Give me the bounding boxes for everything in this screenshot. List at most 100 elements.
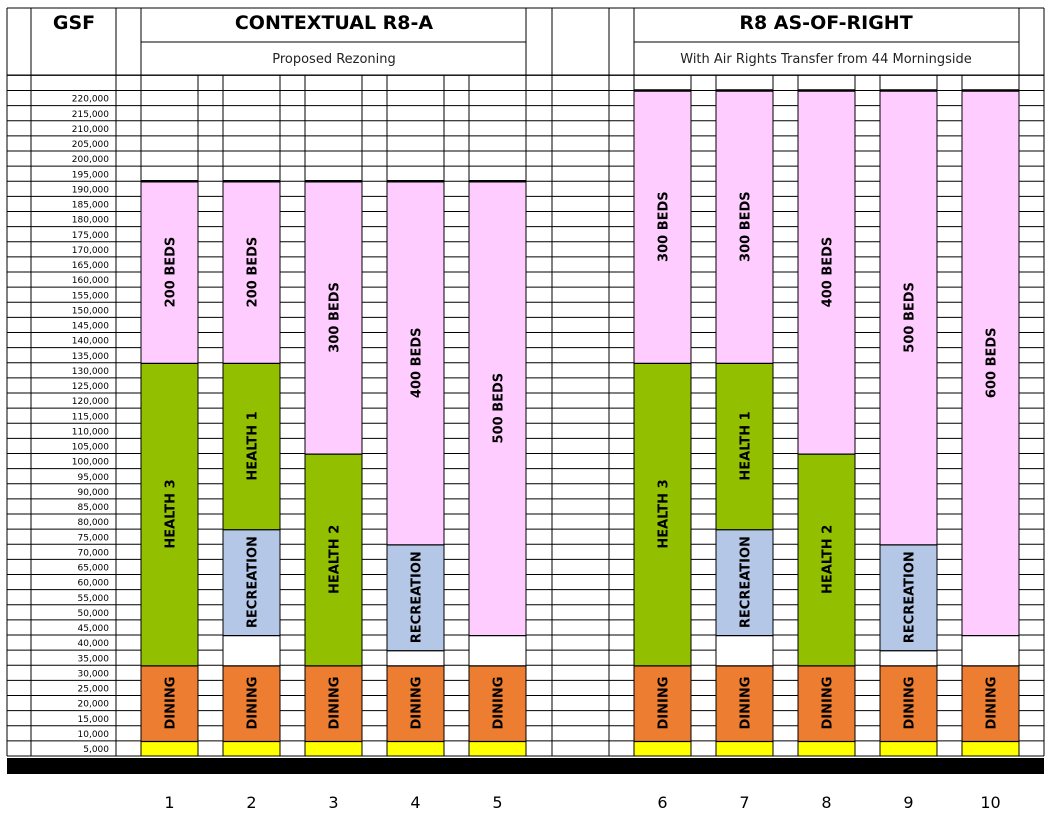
bar-segment-recreation	[387, 544, 444, 651]
y-tick-label: 25,000	[78, 685, 110, 695]
bar-segment-empty	[469, 635, 526, 666]
segment-label: 500 BEDS	[903, 282, 918, 353]
y-tick-label: 5,000	[83, 745, 109, 755]
bar-segment-empty	[223, 635, 280, 666]
column-number: 6	[657, 793, 667, 812]
bar-segment-dining	[634, 665, 691, 741]
bar-segment-empty	[387, 650, 444, 666]
y-tick-label: 135,000	[72, 352, 109, 362]
segment-label: RECREATION	[410, 551, 425, 643]
segment-label: DINING	[739, 677, 754, 730]
y-tick-label: 15,000	[78, 715, 110, 725]
bar-outline	[797, 90, 856, 757]
y-tick-label: 220,000	[72, 95, 109, 105]
bar-segment-base	[305, 740, 362, 756]
segment-label: 400 BEDS	[410, 327, 425, 398]
segment-label: HEALTH 3	[657, 479, 672, 548]
y-tick-label: 125,000	[72, 382, 109, 392]
y-tick-label: 95,000	[78, 473, 110, 483]
y-tick-label: 145,000	[72, 322, 109, 332]
segment-label: RECREATION	[739, 536, 754, 628]
segment-label: 200 BEDS	[246, 237, 261, 308]
bar-stacks	[140, 89, 1020, 757]
y-tick-label: 110,000	[72, 427, 109, 437]
bar-outline	[304, 180, 363, 757]
table-frame	[6, 7, 1045, 774]
bar-segment-dining	[141, 665, 198, 741]
gsf-header: GSF	[53, 12, 95, 34]
bar-segment-beds	[634, 90, 691, 363]
bar-outline	[633, 90, 692, 757]
bar-segment-dining	[469, 665, 526, 741]
bar-segment-beds	[962, 90, 1019, 635]
bar-segment-base	[469, 740, 526, 756]
y-tick-label: 30,000	[78, 669, 110, 679]
y-tick-label: 40,000	[78, 639, 110, 649]
bar-segment-beds	[305, 181, 362, 454]
segment-label: HEALTH 1	[739, 411, 754, 480]
bar-outline	[879, 90, 938, 757]
segment-label: RECREATION	[903, 551, 918, 643]
bar-segment-beds	[223, 181, 280, 363]
y-tick-label: 65,000	[78, 564, 110, 574]
segment-labels: DINING HEALTH 3 200 BEDS DINING RECREATION HE…	[164, 191, 1000, 729]
bar-segment-base	[716, 740, 773, 756]
bar-segment-dining	[305, 665, 362, 741]
bar-segment-health	[305, 453, 362, 666]
bar-segment-base	[387, 740, 444, 756]
y-tick-label: 190,000	[72, 185, 109, 195]
group-b-subtitle: With Air Rights Transfer from 44 Morning…	[680, 52, 972, 67]
bar-segment-dining	[798, 665, 855, 741]
bar-segment-beds	[469, 181, 526, 635]
y-tick-label: 205,000	[72, 140, 109, 150]
y-tick-label: 210,000	[72, 125, 109, 135]
y-tick-label: 60,000	[78, 579, 110, 589]
segment-label: DINING	[246, 677, 261, 730]
segment-label: 400 BEDS	[821, 237, 836, 308]
bar-outline	[468, 180, 527, 757]
column-number: 2	[246, 793, 256, 812]
bar-segment-health	[141, 362, 198, 666]
y-tick-label: 75,000	[78, 533, 110, 543]
segment-label: HEALTH 3	[164, 479, 179, 548]
bar-outline	[961, 90, 1020, 757]
y-tick-label: 155,000	[72, 291, 109, 301]
group-a-subtitle: Proposed Rezoning	[272, 52, 396, 67]
segment-label: 500 BEDS	[492, 373, 507, 444]
y-tick-label: 80,000	[78, 518, 110, 528]
bar-segment-base	[223, 740, 280, 756]
segment-label: RECREATION	[246, 536, 261, 628]
ground-band	[7, 758, 1044, 774]
bar-segment-base	[141, 740, 198, 756]
bar-segment-beds	[141, 181, 198, 363]
group-b-title: R8 AS-OF-RIGHT	[739, 12, 912, 34]
bar-segment-beds	[387, 181, 444, 545]
bar-segment-base	[880, 740, 937, 756]
y-tick-label: 55,000	[78, 594, 110, 604]
bar-segment-recreation	[716, 529, 773, 635]
segment-label: HEALTH 2	[328, 525, 343, 594]
bar-segment-beds	[798, 90, 855, 454]
segment-label: DINING	[985, 677, 1000, 730]
bar-segment-health	[634, 362, 691, 666]
segment-label: DINING	[492, 677, 507, 730]
segment-label: 300 BEDS	[739, 191, 754, 262]
bar-segment-dining	[223, 665, 280, 741]
column-number: 9	[903, 793, 913, 812]
bar-segment-beds	[880, 90, 937, 545]
bar-segment-recreation	[880, 544, 937, 651]
y-tick-label: 35,000	[78, 654, 110, 664]
segment-label: DINING	[821, 677, 836, 730]
y-tick-label: 160,000	[72, 276, 109, 286]
bar-segment-dining	[880, 665, 937, 741]
bar-outline	[222, 180, 281, 757]
segment-label: DINING	[657, 677, 672, 730]
y-tick-label: 140,000	[72, 337, 109, 347]
y-tick-label: 170,000	[72, 246, 109, 256]
bar-outline	[715, 90, 774, 757]
segment-label: 300 BEDS	[328, 282, 343, 353]
y-tick-label: 70,000	[78, 548, 110, 558]
bar-segment-recreation	[223, 529, 280, 635]
segment-label: HEALTH 2	[821, 525, 836, 594]
